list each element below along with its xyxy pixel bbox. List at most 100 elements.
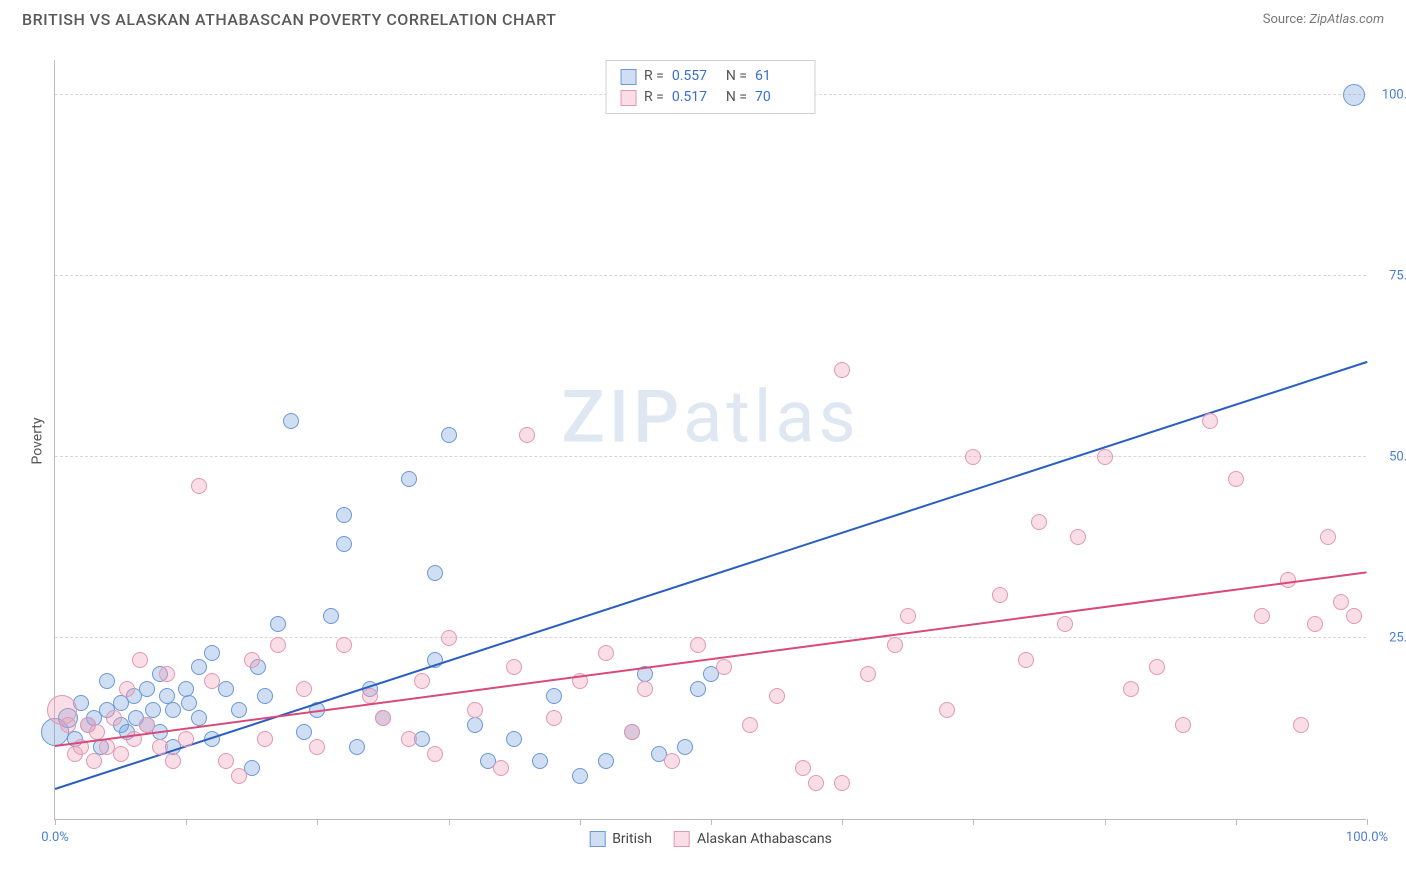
x-tick — [186, 819, 187, 825]
data-point — [283, 413, 299, 429]
data-point — [152, 666, 168, 682]
data-point — [637, 681, 653, 697]
data-point — [598, 753, 614, 769]
data-point — [58, 708, 78, 728]
data-point — [231, 768, 247, 784]
data-point — [165, 702, 181, 718]
legend-item-british: British — [589, 831, 652, 847]
data-point — [139, 717, 155, 733]
swatch-british — [620, 69, 636, 85]
plot-area: ZIPatlas R = 0.557 N = 61 R = 0.517 N = … — [54, 60, 1366, 820]
x-tick — [711, 819, 712, 825]
data-point — [336, 507, 352, 523]
data-point — [244, 652, 260, 668]
data-point — [73, 695, 89, 711]
data-point — [244, 760, 260, 776]
data-point — [834, 362, 850, 378]
data-point — [309, 739, 325, 755]
x-tick-label: 100.0% — [1346, 830, 1388, 845]
data-point — [349, 739, 365, 755]
data-point — [375, 710, 391, 726]
data-point — [992, 587, 1008, 603]
data-point — [532, 753, 548, 769]
data-point — [250, 659, 266, 675]
data-point — [323, 608, 339, 624]
data-point — [375, 710, 391, 726]
data-point — [336, 536, 352, 552]
data-point — [191, 478, 207, 494]
data-point — [218, 753, 234, 769]
data-point — [860, 666, 876, 682]
x-tick — [973, 819, 974, 825]
x-tick — [1367, 819, 1368, 825]
x-tick — [449, 819, 450, 825]
data-point — [270, 616, 286, 632]
data-point — [1018, 652, 1034, 668]
data-point — [204, 673, 220, 689]
data-point — [1228, 471, 1244, 487]
y-tick-label: 100.0% — [1370, 88, 1406, 103]
source-attribution: Source: ZipAtlas.com — [1263, 12, 1384, 27]
x-tick-label: 0.0% — [41, 830, 69, 845]
data-point — [795, 760, 811, 776]
data-point — [1343, 84, 1365, 106]
data-point — [834, 775, 850, 791]
data-point — [677, 739, 693, 755]
data-point — [716, 659, 732, 675]
source-value: ZipAtlas.com — [1309, 12, 1384, 27]
data-point — [1333, 594, 1349, 610]
data-point — [546, 710, 562, 726]
n-value-athabascan: 70 — [755, 87, 801, 108]
data-point — [1031, 514, 1047, 530]
data-point — [106, 710, 122, 726]
data-point — [1175, 717, 1191, 733]
data-point — [191, 659, 207, 675]
watermark: ZIPatlas — [561, 374, 859, 459]
x-tick — [580, 819, 581, 825]
y-axis-label: Poverty — [30, 417, 46, 464]
data-point — [1097, 449, 1113, 465]
data-point — [204, 645, 220, 661]
data-point — [86, 710, 102, 726]
data-point — [939, 702, 955, 718]
data-point — [414, 673, 430, 689]
data-point — [808, 775, 824, 791]
data-point — [1346, 608, 1362, 624]
data-point — [67, 746, 83, 762]
data-point — [401, 471, 417, 487]
data-point — [900, 608, 916, 624]
data-point — [519, 427, 535, 443]
data-point — [1070, 529, 1086, 545]
data-point — [145, 702, 161, 718]
data-point — [159, 688, 175, 704]
data-point — [427, 565, 443, 581]
data-point — [139, 717, 155, 733]
r-value-athabascan: 0.517 — [672, 87, 718, 108]
data-point — [270, 637, 286, 653]
data-point — [99, 739, 115, 755]
y-tick-label: 50.0% — [1370, 450, 1406, 465]
data-point — [467, 717, 483, 733]
swatch-athabascan — [620, 90, 636, 106]
x-tick — [317, 819, 318, 825]
r-value-british: 0.557 — [672, 66, 718, 87]
data-point — [80, 717, 96, 733]
data-point — [414, 731, 430, 747]
x-tick — [55, 819, 56, 825]
data-point — [1149, 659, 1165, 675]
r-label: R = — [644, 66, 664, 87]
source-label: Source: — [1263, 12, 1306, 27]
data-point — [119, 681, 135, 697]
data-point — [965, 449, 981, 465]
data-point — [1254, 608, 1270, 624]
trend-line — [55, 361, 1368, 790]
data-point — [128, 710, 144, 726]
data-point — [887, 637, 903, 653]
data-point — [401, 731, 417, 747]
legend-label-british: British — [612, 831, 652, 847]
legend-item-athabascan: Alaskan Athabascans — [674, 831, 832, 847]
data-point — [126, 688, 142, 704]
data-point — [181, 695, 197, 711]
data-point — [218, 681, 234, 697]
data-point — [47, 695, 77, 725]
